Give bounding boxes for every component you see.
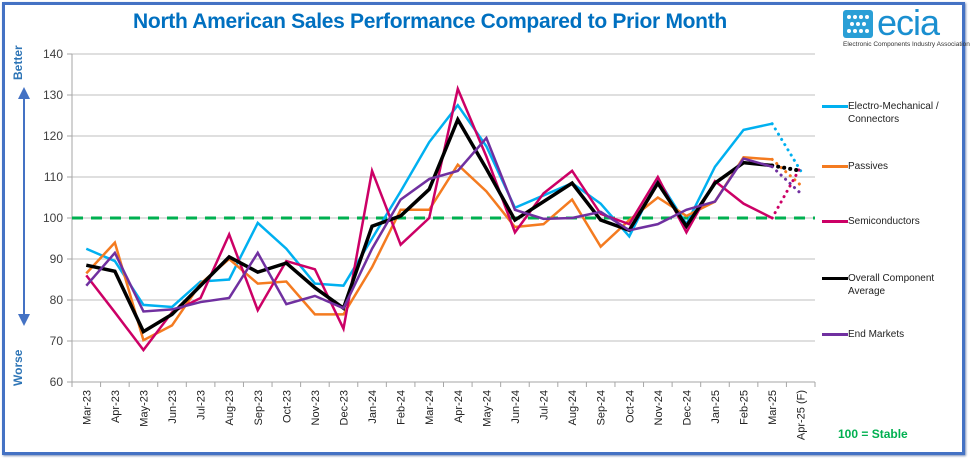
x-tick-label: Nov-24 (653, 390, 665, 425)
x-tick-label: Mar-25 (767, 390, 779, 425)
forecast-line-overall-component-average (770, 163, 803, 173)
x-tick-label: Jan-25 (710, 390, 722, 424)
legend-swatch (822, 105, 848, 108)
x-tick-label: Feb-24 (396, 390, 408, 425)
chart-frame (2, 2, 965, 455)
forecast-line-end-markets (770, 165, 803, 195)
ecia-logo-icon (843, 10, 873, 38)
x-tick-label: Oct-23 (281, 390, 293, 423)
x-tick-label: Nov-23 (310, 390, 322, 425)
legend-item: Electro-Mechanical / Connectors (822, 100, 958, 126)
legend-label: End Markets (848, 329, 905, 340)
x-tick-label: Dec-24 (681, 390, 693, 425)
ecia-logo: ecia Electronic Components Industry Asso… (843, 2, 970, 55)
x-tick-label: Apr-25 (F) (796, 390, 808, 440)
x-tick-label: Apr-23 (110, 390, 122, 423)
x-tick-label: Dec-23 (338, 390, 350, 425)
y-tick-label: 80 (50, 293, 64, 307)
legend-item: End Markets (822, 328, 958, 341)
x-tick-label: Mar-24 (424, 390, 436, 425)
x-tick-label: Sep-24 (596, 390, 608, 425)
x-tick-label: Jan-24 (367, 390, 379, 424)
chart-title: North American Sales Performance Compare… (133, 10, 727, 33)
y-tick-label: 120 (43, 129, 63, 143)
x-tick-label: Oct-24 (624, 390, 636, 423)
legend-swatch (822, 165, 848, 168)
x-tick-label: Aug-24 (567, 390, 579, 425)
y-tick-label: 130 (43, 88, 63, 102)
y-tick-label: 100 (43, 211, 63, 225)
forecast-line-semiconductors (770, 165, 803, 220)
y-tick-label: 90 (50, 252, 64, 266)
x-tick-label: May-23 (138, 390, 150, 427)
forecast-line-passives (770, 157, 803, 187)
logo-wordmark: ecia (877, 2, 940, 43)
x-tick-label: Mar-23 (81, 390, 93, 425)
legend-label: Overall Component Average (848, 273, 935, 297)
legend-label: Semiconductors (848, 216, 920, 227)
x-tick-label: Jun-24 (510, 390, 522, 424)
x-tick-label: Aug-23 (224, 390, 236, 425)
y-tick-label: 60 (50, 375, 64, 389)
x-tick-label: Sep-23 (253, 390, 265, 425)
x-tick-label: Jun-23 (167, 390, 179, 424)
x-tick-label: Apr-24 (453, 390, 465, 423)
x-tick-label: Jul-23 (196, 390, 208, 420)
legend-label: Passives (848, 161, 889, 172)
legend-swatch (822, 277, 848, 280)
x-tick-label: May-24 (481, 390, 493, 427)
legend-swatch (822, 220, 848, 223)
series-line-end-markets (85, 135, 773, 313)
y-tick-label: 110 (44, 170, 63, 184)
x-tick-label: Feb-25 (739, 390, 751, 425)
y-tick-label: 70 (50, 334, 64, 348)
legend-item: Passives (822, 160, 958, 173)
legend-swatch (822, 333, 848, 336)
logo-subtitle: Electronic Components Industry Associati… (843, 41, 970, 48)
legend-item: Overall Component Average (822, 272, 958, 298)
legend-item: Semiconductors (822, 215, 958, 228)
x-tick-label: Jul-24 (539, 390, 551, 420)
stable-note: 100 = Stable (838, 427, 908, 441)
legend-label: Electro-Mechanical / Connectors (848, 101, 939, 125)
y-tick-label: 140 (43, 47, 63, 61)
